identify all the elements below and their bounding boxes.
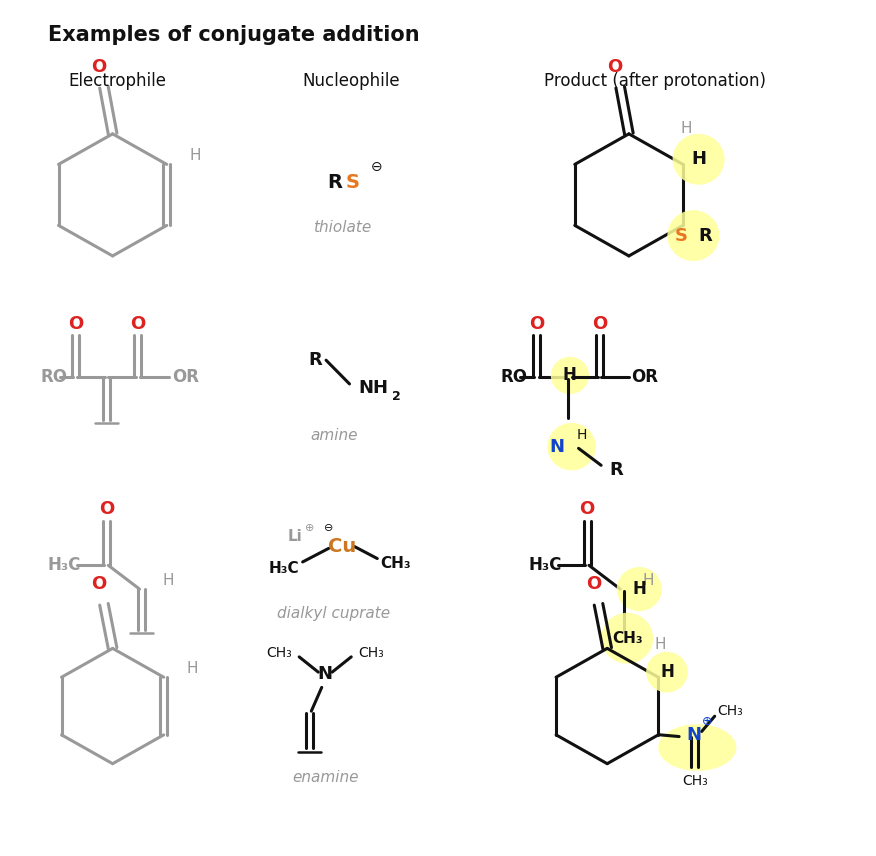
Text: H: H	[576, 428, 587, 442]
Circle shape	[646, 651, 688, 693]
Text: CH₃: CH₃	[611, 631, 642, 645]
Text: O: O	[131, 315, 145, 333]
Text: CH₃: CH₃	[717, 704, 743, 718]
Text: Electrophile: Electrophile	[68, 72, 166, 90]
Text: H: H	[187, 661, 198, 676]
Text: O: O	[592, 315, 607, 333]
Text: O: O	[586, 575, 601, 593]
Text: R: R	[610, 461, 624, 479]
Text: H: H	[654, 637, 666, 651]
Text: thiolate: thiolate	[314, 220, 371, 235]
Text: H: H	[189, 148, 201, 163]
Text: N: N	[549, 437, 565, 455]
Text: Li: Li	[287, 529, 302, 544]
Text: RO: RO	[40, 368, 67, 386]
Text: O: O	[91, 58, 106, 76]
Text: NH: NH	[358, 379, 388, 397]
Text: RO: RO	[500, 368, 527, 386]
Text: Examples of conjugate addition: Examples of conjugate addition	[47, 26, 420, 45]
Text: ⊖: ⊖	[324, 523, 334, 533]
Text: ⊖: ⊖	[371, 160, 382, 174]
Text: Nucleophile: Nucleophile	[302, 72, 400, 90]
Text: dialkyl cuprate: dialkyl cuprate	[278, 606, 391, 621]
Text: Product (after protonation): Product (after protonation)	[544, 72, 766, 90]
Text: S: S	[675, 227, 689, 245]
Circle shape	[617, 567, 662, 611]
Text: H: H	[691, 151, 706, 169]
Text: H: H	[660, 663, 674, 681]
Text: R: R	[308, 351, 321, 369]
Circle shape	[548, 423, 596, 471]
Text: CH₃: CH₃	[358, 646, 384, 661]
Text: H₃C: H₃C	[47, 556, 81, 574]
Text: H₃C: H₃C	[269, 562, 300, 576]
Text: O: O	[580, 501, 595, 519]
Text: R: R	[328, 173, 343, 192]
Text: H: H	[643, 573, 654, 588]
Text: O: O	[91, 575, 106, 593]
Circle shape	[551, 357, 589, 394]
Text: H: H	[162, 573, 173, 588]
Text: H: H	[632, 580, 646, 598]
Ellipse shape	[658, 724, 737, 771]
Text: OR: OR	[172, 368, 199, 386]
Text: H: H	[563, 366, 576, 384]
Text: OR: OR	[632, 368, 659, 386]
Text: amine: amine	[310, 428, 357, 443]
Text: CH₃: CH₃	[682, 774, 708, 788]
Text: R: R	[698, 227, 712, 245]
Text: enamine: enamine	[292, 770, 358, 785]
Circle shape	[601, 613, 653, 663]
Text: N: N	[686, 726, 701, 744]
Text: ⊕: ⊕	[702, 715, 712, 728]
Text: O: O	[99, 501, 114, 519]
Text: O: O	[607, 58, 623, 76]
Text: H₃C: H₃C	[528, 556, 562, 574]
Text: ⊕: ⊕	[305, 523, 314, 533]
Text: S: S	[346, 173, 360, 192]
Text: O: O	[67, 315, 83, 333]
Text: H: H	[681, 121, 692, 135]
Text: O: O	[529, 315, 545, 333]
Circle shape	[668, 211, 719, 261]
Text: CH₃: CH₃	[381, 556, 412, 571]
Text: Cu: Cu	[328, 538, 357, 556]
Text: CH₃: CH₃	[266, 646, 293, 661]
Circle shape	[673, 134, 724, 185]
Text: N: N	[318, 665, 333, 683]
Text: 2: 2	[392, 390, 400, 403]
